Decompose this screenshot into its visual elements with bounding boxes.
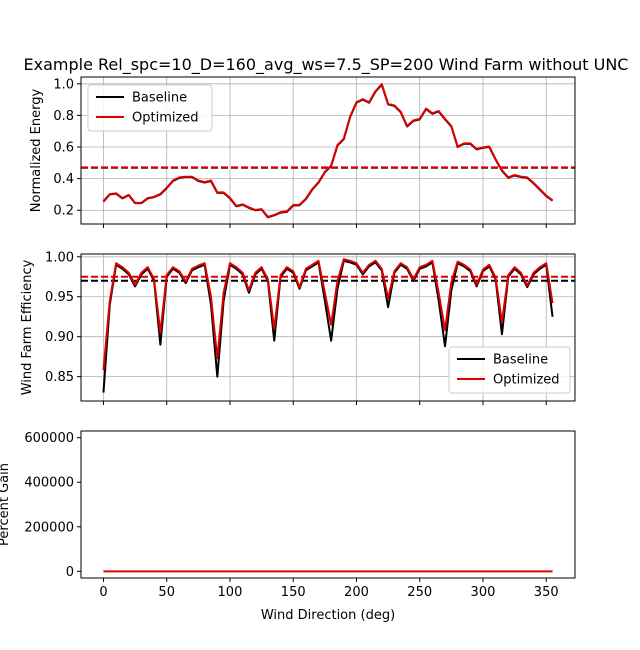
y-axis-label: Wind Farm Efficiency <box>20 259 35 395</box>
y-axis-label: Percent Gain <box>0 463 12 546</box>
y-tick-label: 1.00 <box>45 250 74 265</box>
x-tick-label: 100 <box>218 585 243 600</box>
y-tick-label: 0.90 <box>45 330 74 345</box>
energy-panel: 0.2 0.4 0.6 0.8 1.0 Normalized Energy Baseline… <box>29 76 576 228</box>
series-line-optimized <box>102 258 554 371</box>
y-tick-label: 400000 <box>24 476 74 491</box>
y-tick-label: 0.2 <box>53 204 74 219</box>
x-axis-label: Wind Direction (deg) <box>261 608 395 623</box>
axes-frame <box>80 76 576 225</box>
y-tick-label: 0.6 <box>53 141 74 156</box>
chart-title: Example Rel_spc=10_D=160_avg_ws=7.5_SP=2… <box>24 55 629 75</box>
efficiency-panel: 0.85 0.90 0.95 1.00 Wind Farm Efficiency Base… <box>20 250 576 405</box>
y-tick-label: 600000 <box>24 431 74 446</box>
percent-gain-panel: 0 200000 400000 600000 0 50 100 150 200 250 300 350… <box>0 430 576 623</box>
x-tick-label: 150 <box>281 585 306 600</box>
x-tick-label: 350 <box>534 585 559 600</box>
legend: Baseline Optimized <box>87 84 213 132</box>
x-tick-label: 300 <box>471 585 496 600</box>
y-tick-label: 0.85 <box>45 370 74 385</box>
y-tick-label: 1.0 <box>53 77 74 92</box>
legend-label: Optimized <box>132 111 199 126</box>
y-tick-label: 0.95 <box>45 290 74 305</box>
y-tick-label: 0.4 <box>53 172 74 187</box>
x-tick-label: 200 <box>344 585 369 600</box>
y-tick-label: 0.8 <box>53 109 74 124</box>
legend-label: Optimized <box>493 373 560 388</box>
axes-frame <box>80 253 576 402</box>
y-tick-label: 0 <box>66 565 74 580</box>
y-axis-label: Normalized Energy <box>29 89 44 213</box>
legend-label: Baseline <box>493 353 548 368</box>
x-tick-label: 0 <box>99 585 107 600</box>
axes-frame <box>80 430 576 579</box>
series-line-optimized <box>102 83 554 218</box>
y-tick-label: 200000 <box>24 520 74 535</box>
x-tick-label: 50 <box>158 585 175 600</box>
x-tick-label: 250 <box>407 585 432 600</box>
legend: Baseline Optimized <box>448 346 571 394</box>
legend-label: Baseline <box>132 91 187 106</box>
